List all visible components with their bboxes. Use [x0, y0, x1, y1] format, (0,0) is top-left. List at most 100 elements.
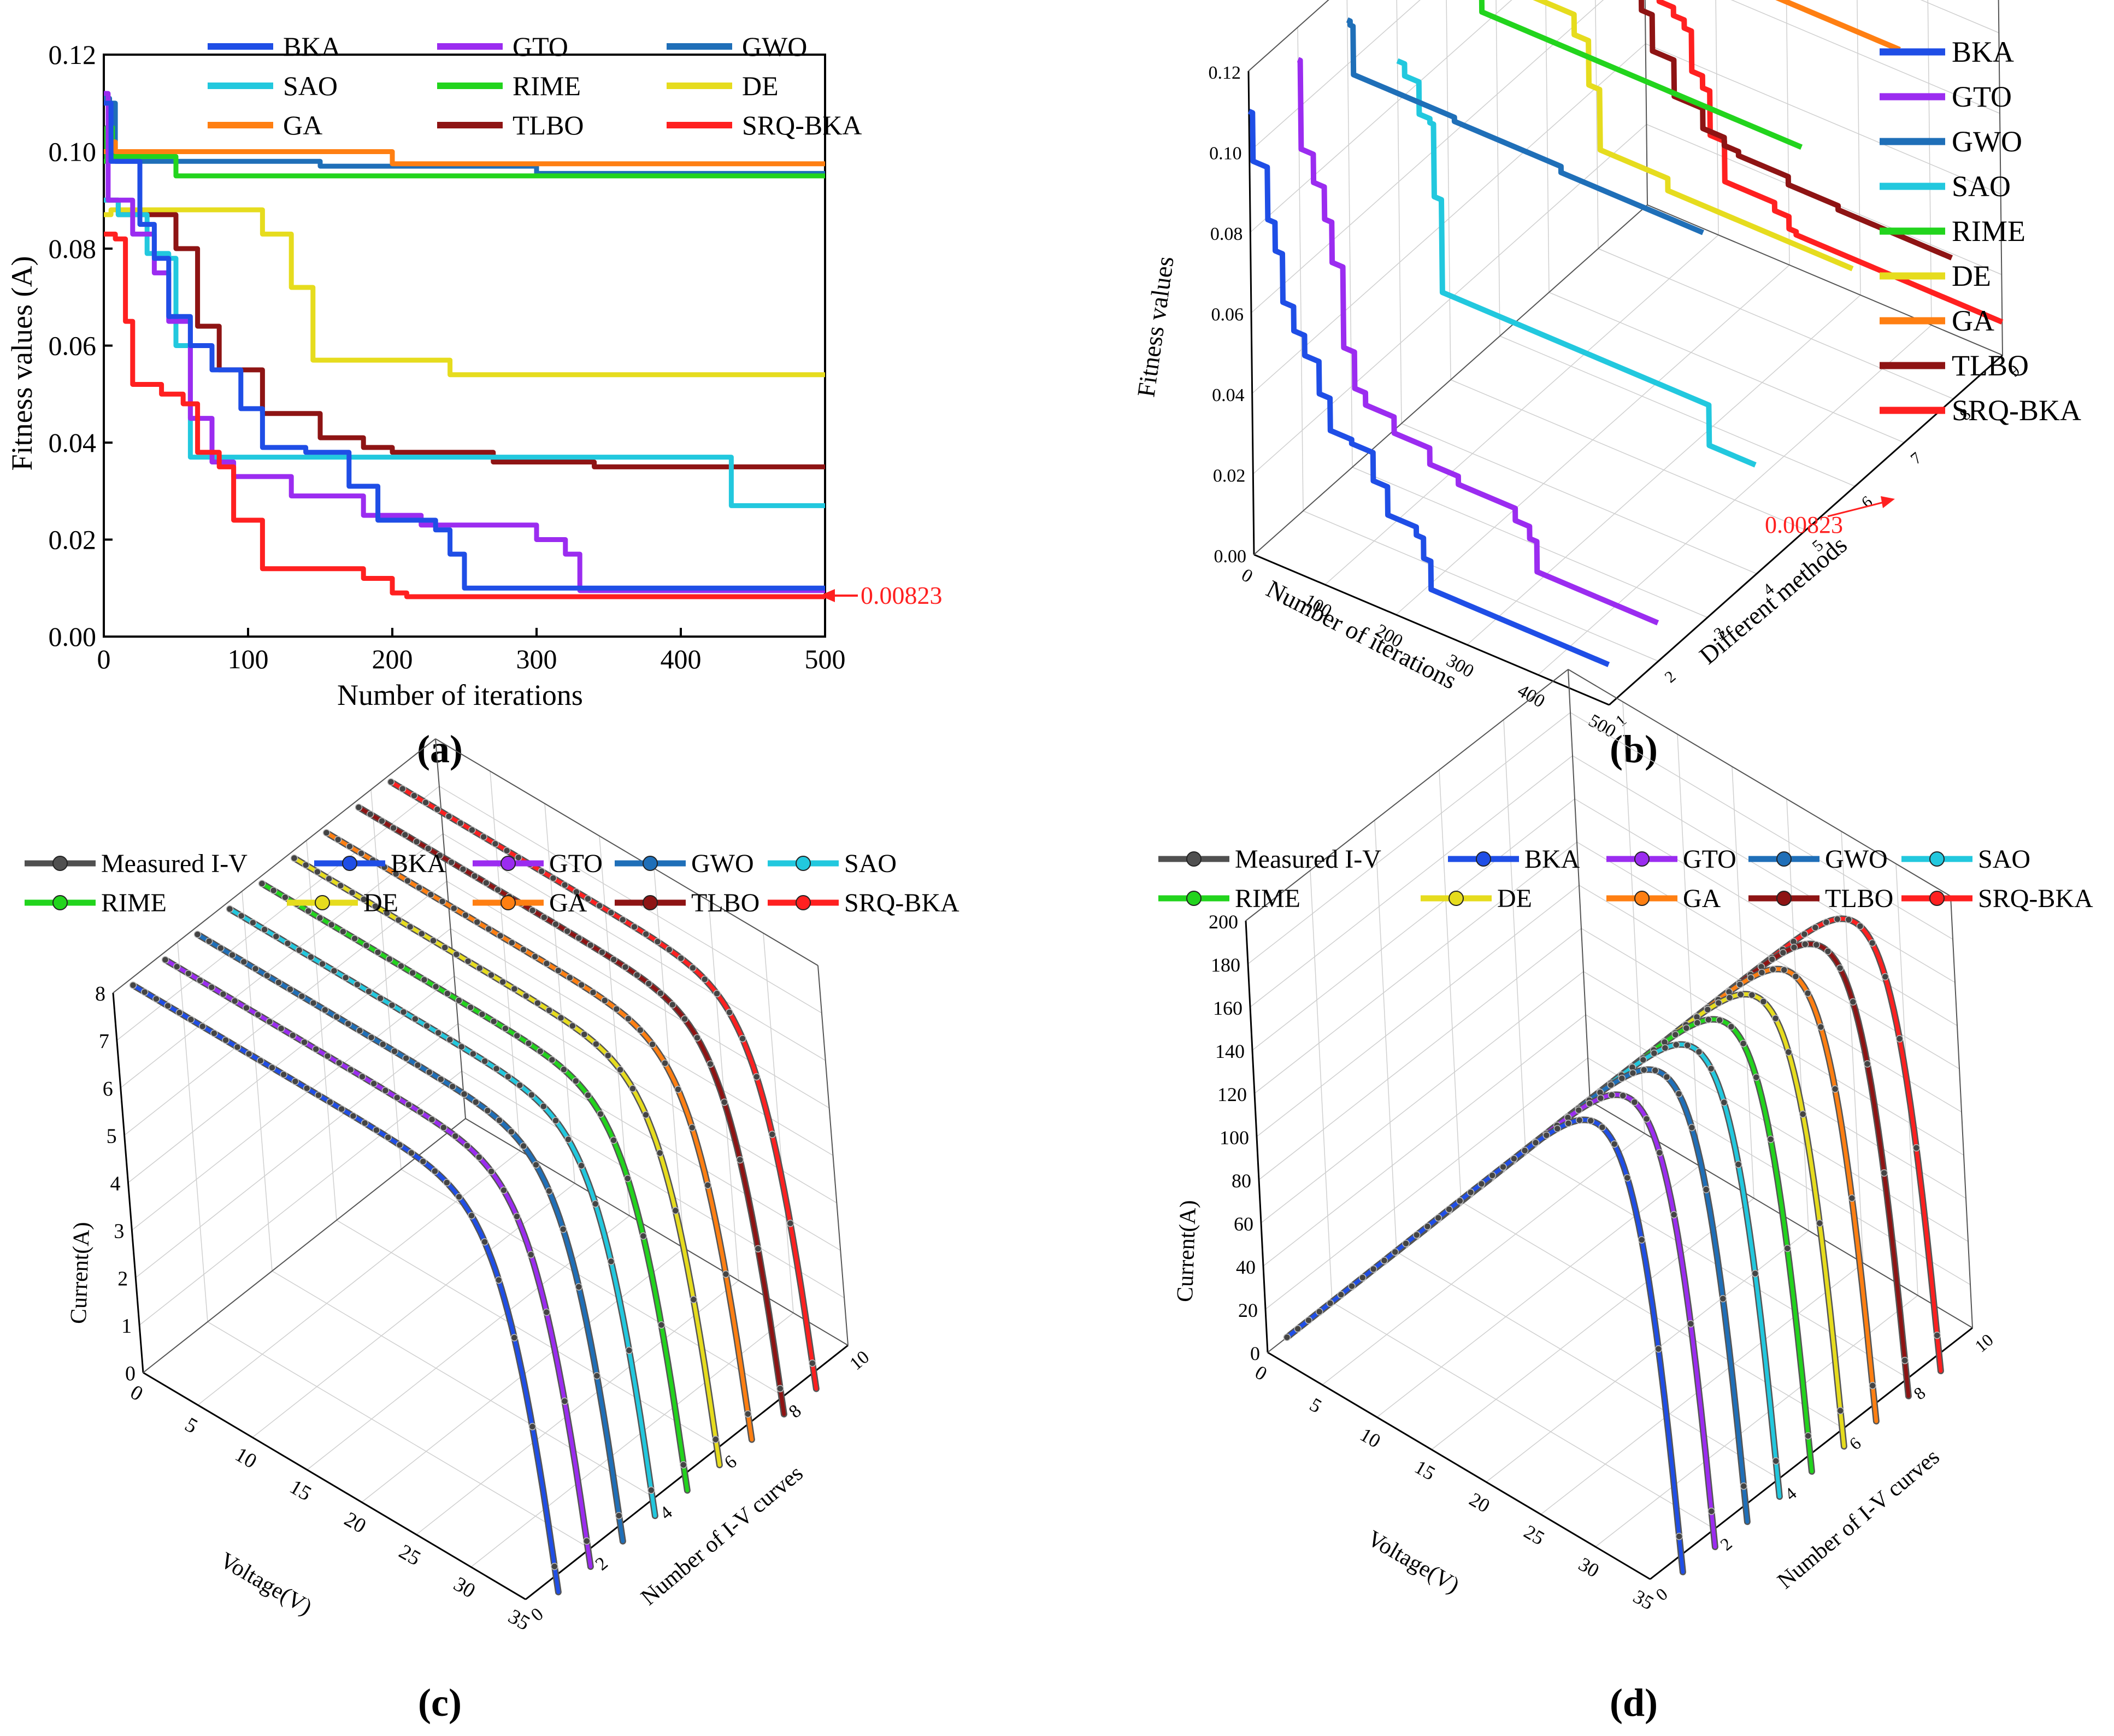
panel-a-series-bka	[104, 101, 825, 591]
panel-c-measured-point	[593, 1372, 601, 1380]
panel-d-legend-label-sao: SAO	[1978, 845, 2030, 874]
panel-a-x-tick-label: 0	[97, 644, 111, 674]
panel-c-legend-marker-measured-i-v	[52, 856, 68, 871]
panel-c-measured-point	[690, 1296, 698, 1304]
panel-c-grid-line	[128, 928, 451, 1184]
panel-c-measured-point	[704, 1181, 712, 1189]
panel-d-grid-line	[1439, 769, 1462, 1202]
panel-a-legend-label-rime: RIME	[513, 70, 581, 101]
panel-c-legend-marker-gwo	[643, 856, 658, 871]
panel-c-series	[129, 778, 820, 1596]
panel-b-3d-convergence-chart: 0.000.020.040.060.080.100.12010020030040…	[1132, 0, 2081, 771]
panel-c-measured-point	[615, 1511, 623, 1520]
panel-b-legend-label-gto: GTO	[1952, 80, 2012, 113]
panel-c-grid-line	[307, 1215, 630, 1470]
panel-d-measured-point	[1727, 1023, 1735, 1031]
panel-c-measured-point	[484, 1107, 492, 1115]
panel-b-x-tick-label: 0	[1238, 565, 1256, 587]
panel-a-x-tick-label: 400	[661, 644, 702, 674]
panel-c-edge	[112, 992, 144, 1373]
panel-c-measured-point	[423, 1022, 431, 1030]
panel-c-measured-point	[468, 1211, 475, 1220]
panel-a-x-tick-label: 100	[228, 644, 269, 674]
panel-b-grid-line	[1249, 0, 1421, 152]
panel-c-measured-point	[208, 984, 216, 991]
panel-c-measured-point	[309, 999, 317, 1007]
panel-c-measured-point	[341, 974, 350, 981]
panel-d-measured-point	[1695, 1048, 1703, 1056]
panel-d-measured-point	[1734, 1161, 1742, 1168]
panel-d-x-tick-label: 15	[1411, 1456, 1439, 1485]
panel-c-measured-point	[316, 914, 324, 922]
panel-c-measured-point	[607, 1257, 615, 1266]
panel-c-measured-point	[754, 1245, 762, 1253]
panel-d-grid-line	[1581, 928, 1964, 1156]
panel-c-measured-point	[610, 956, 617, 963]
panel-d-measured-point	[1412, 1231, 1421, 1239]
panel-c-measured-point	[610, 1136, 617, 1144]
panel-c-measured-point	[499, 978, 507, 986]
panel-c-measured-point	[424, 845, 432, 852]
panel-c-grid-line	[116, 786, 440, 1041]
panel-c-y-tick-label: 5	[107, 1125, 117, 1148]
panel-c-measured-point	[508, 1128, 515, 1135]
panel-d-edge	[1568, 669, 1951, 897]
panel-c-legend-marker-sao	[796, 856, 811, 871]
panel-c-measured-point	[510, 1334, 519, 1341]
panel-c-measured-point	[269, 886, 278, 895]
panel-d-grid-line	[1503, 719, 1526, 1152]
panel-c-measured-point	[413, 838, 421, 846]
panel-d-measured-point	[1869, 1381, 1876, 1390]
panel-c-measured-point	[366, 810, 374, 818]
panel-c-measured-point	[446, 1036, 454, 1044]
panel-d-x-tick-label: 30	[1575, 1553, 1603, 1582]
panel-c-measured-point	[470, 872, 479, 880]
panel-c-measured-point	[302, 861, 310, 869]
panel-c-measured-point	[481, 1238, 488, 1246]
panel-c-measured-point	[713, 990, 721, 998]
panel-c-measured-point	[473, 918, 481, 926]
panel-c-measured-point	[513, 1213, 521, 1220]
panel-c-measured-point	[233, 1043, 242, 1051]
panel-c-measured-point	[464, 957, 472, 965]
panel-c-measured-point	[243, 1004, 250, 1012]
panel-b-grid-line	[1857, 0, 1861, 296]
panel-c-measured-point	[516, 1081, 524, 1089]
panel-c-measured-point	[468, 826, 476, 834]
panel-d-legend-label-measured-i-v: Measured I-V	[1235, 845, 1381, 874]
panel-c-measured-point	[549, 874, 557, 882]
panel-c-measured-point	[532, 1161, 540, 1169]
panel-c-measured-point	[402, 1054, 410, 1062]
panel-d-measured-point	[1800, 930, 1809, 938]
panel-b-edge	[1247, 70, 1255, 555]
panel-d-x-tick-label: 20	[1465, 1488, 1493, 1517]
panel-c-measured-point	[578, 1162, 585, 1169]
panel-c-measured-point	[598, 948, 606, 956]
panel-c-measured-point	[354, 981, 361, 988]
panel-c-measured-point	[272, 933, 280, 940]
panel-c-measured-point	[438, 897, 446, 905]
panel-c-measured-point	[527, 1251, 535, 1258]
panel-c-measured-point	[129, 981, 137, 989]
panel-d-measured-point	[1391, 1248, 1399, 1256]
panel-d-measured-point	[1881, 973, 1889, 981]
panel-d-grid-line	[1540, 1262, 1864, 1515]
panel-d-measured-point	[1751, 1269, 1759, 1278]
panel-b-edge	[1998, 0, 2003, 356]
panel-c-measured-point	[386, 955, 393, 963]
panel-b-3d-frame	[1247, 0, 2003, 706]
panel-d-grid-line	[1841, 831, 1864, 1263]
panel-c-x-tick-label: 30	[450, 1573, 479, 1603]
panel-b-y-tick-label: 0.06	[1211, 305, 1244, 325]
panel-c-measured-point	[406, 923, 414, 931]
panel-c-measured-point	[437, 1075, 445, 1083]
panel-c-depth-label: Number of I-V curves	[637, 1461, 808, 1610]
panel-c-measured-point	[228, 951, 236, 959]
panel-c-measured-point	[254, 1011, 262, 1019]
panel-d-measured-point	[1542, 1131, 1551, 1139]
panel-d-grid-line	[1250, 755, 1573, 1008]
panel-c-measured-point	[436, 851, 444, 860]
panel-d-measured-point	[1380, 1257, 1388, 1264]
panel-d-edge	[1950, 896, 1973, 1328]
panel-d-measured-point	[1639, 1056, 1647, 1064]
